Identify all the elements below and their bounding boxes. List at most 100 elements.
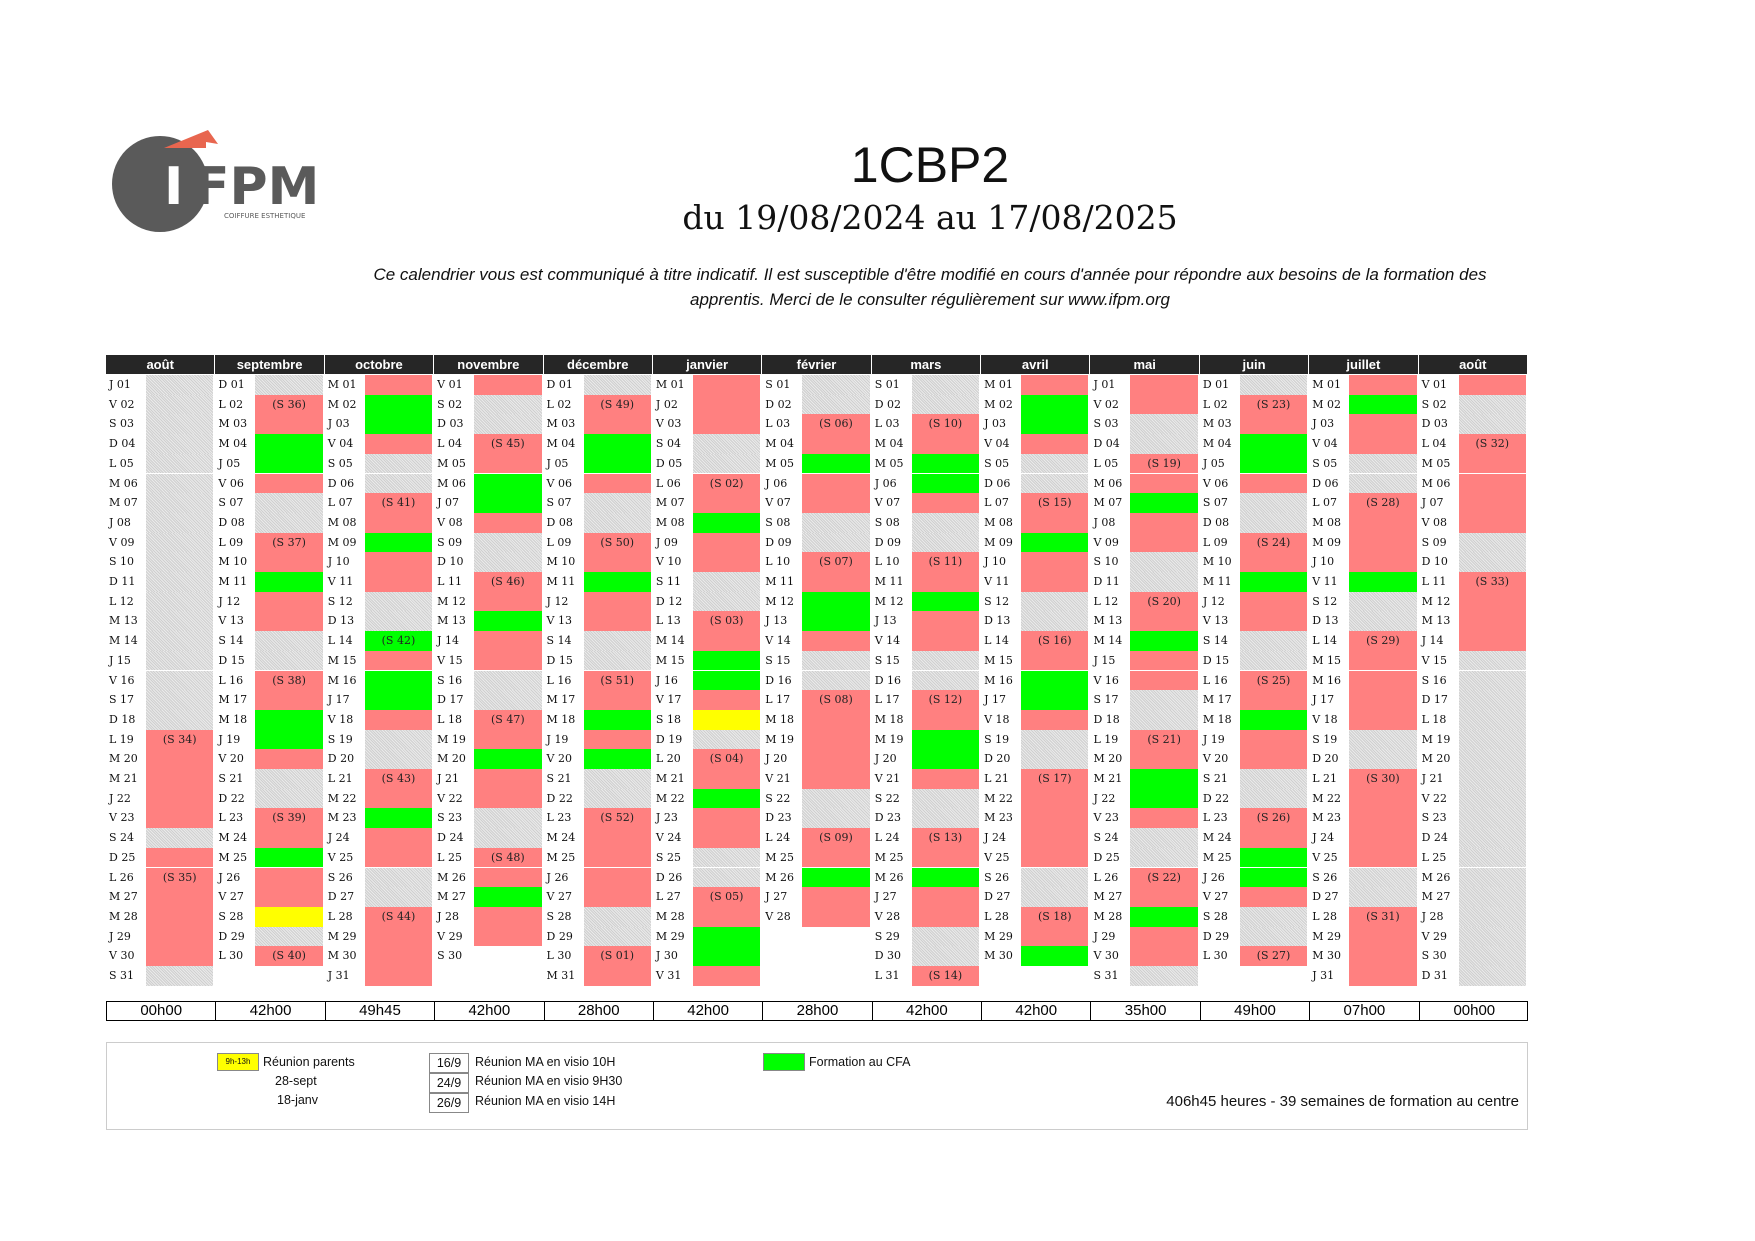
day-label: D 06 xyxy=(327,476,355,490)
day-cell xyxy=(692,650,761,671)
day-label: L 14 xyxy=(327,634,353,648)
day-cell xyxy=(255,887,323,907)
day-cell xyxy=(1021,670,1089,691)
day-cell xyxy=(364,453,433,474)
day-label: D 06 xyxy=(984,476,1011,490)
day-label: L 16 xyxy=(546,673,572,687)
day-label: S 05 xyxy=(327,456,353,470)
day-cell xyxy=(474,906,542,927)
day-label: J 19 xyxy=(218,732,241,746)
day-label: S 14 xyxy=(218,634,244,648)
day-cell xyxy=(255,611,323,632)
day-cell xyxy=(255,906,323,927)
day-cell xyxy=(474,828,542,848)
day-cell xyxy=(364,709,433,730)
day-label: D 03 xyxy=(1421,417,1448,431)
day-label: M 04 xyxy=(1202,437,1232,451)
day-label: J 24 xyxy=(984,831,1006,845)
day-label: J 06 xyxy=(874,476,897,490)
day-cell xyxy=(1239,769,1308,789)
day-cell xyxy=(146,690,214,710)
day-cell xyxy=(911,512,980,533)
day-cell xyxy=(474,788,542,809)
day-label: L 30 xyxy=(1202,949,1228,963)
day-cell xyxy=(364,572,433,592)
day-cell xyxy=(255,769,323,789)
day-label: D 31 xyxy=(1421,969,1448,982)
day-cell xyxy=(583,828,651,848)
day-label: M 02 xyxy=(327,397,357,411)
day-label: D 27 xyxy=(1312,890,1339,904)
day-label: M 19 xyxy=(874,732,904,746)
day-cell xyxy=(1130,926,1198,947)
day-cell xyxy=(1130,670,1198,691)
day-cell xyxy=(1239,926,1308,947)
day-label: S 22 xyxy=(765,791,791,805)
day-label: S 16 xyxy=(1421,673,1447,687)
day-cell xyxy=(1349,828,1417,848)
day-cell xyxy=(1458,375,1526,395)
day-cell xyxy=(1021,473,1089,494)
day-label: L 21 xyxy=(984,772,1009,785)
day-label: J 21 xyxy=(437,772,460,785)
day-label: L 07 xyxy=(327,496,353,510)
day-label: M 08 xyxy=(1312,515,1341,529)
day-label: S 03 xyxy=(1093,417,1119,431)
day-cell: (S 31) xyxy=(1349,906,1417,927)
day-cell xyxy=(146,670,214,691)
day-cell: (S 11) xyxy=(911,552,980,572)
day-cell xyxy=(1021,611,1089,632)
day-cell xyxy=(692,375,761,395)
day-cell: (S 49) xyxy=(583,394,651,415)
day-label: L 23 xyxy=(218,811,244,825)
day-label: V 08 xyxy=(437,515,463,529)
day-cell xyxy=(802,512,870,533)
day-cell xyxy=(802,493,870,513)
day-label: D 13 xyxy=(984,614,1011,628)
day-label: L 24 xyxy=(765,831,791,845)
day-label: M 11 xyxy=(218,575,248,588)
day-label: D 15 xyxy=(218,653,245,667)
day-label: D 16 xyxy=(765,673,792,687)
day-cell xyxy=(802,434,870,454)
day-cell xyxy=(255,867,323,888)
day-label: M 20 xyxy=(109,752,138,766)
day-label: S 10 xyxy=(1093,555,1119,569)
day-label: J 16 xyxy=(655,673,678,687)
day-label: V 29 xyxy=(1421,929,1448,943)
day-label: M 05 xyxy=(437,456,466,470)
day-label: V 23 xyxy=(109,811,135,825)
day-cell xyxy=(255,552,323,572)
day-label: V 04 xyxy=(984,437,1010,451)
day-cell xyxy=(1349,434,1417,454)
day-cell xyxy=(1349,414,1417,435)
day-label: M 25 xyxy=(874,850,904,864)
day-label: J 28 xyxy=(437,909,460,923)
day-cell xyxy=(1239,887,1308,907)
day-label: M 02 xyxy=(984,397,1013,411)
day-label: V 15 xyxy=(437,653,463,667)
day-cell: (S 33) xyxy=(1458,572,1526,592)
month-total: 49h00 xyxy=(1201,1002,1311,1020)
day-label: D 06 xyxy=(1312,476,1339,490)
day-cell xyxy=(255,788,323,809)
day-label: L 12 xyxy=(1093,594,1119,608)
day-label: V 25 xyxy=(327,850,354,864)
day-label: M 07 xyxy=(1093,496,1123,510)
day-cell: (S 45) xyxy=(474,434,542,454)
legend-parents-date-1: 28-sept xyxy=(275,1074,317,1088)
month-header: octobre xyxy=(324,355,435,374)
day-label: D 26 xyxy=(655,870,683,884)
day-cell xyxy=(1458,946,1526,966)
day-cell: (S 19) xyxy=(1130,453,1198,474)
day-cell xyxy=(911,788,980,809)
day-cell xyxy=(692,867,761,888)
day-cell: (S 42) xyxy=(364,631,433,651)
day-label: D 08 xyxy=(1202,515,1230,529)
day-cell xyxy=(255,473,323,494)
legend-ma2-date: 24/9 xyxy=(429,1073,469,1093)
day-cell xyxy=(474,887,542,907)
day-cell xyxy=(1458,591,1526,612)
day-cell xyxy=(255,375,323,395)
day-label: S 24 xyxy=(1093,831,1119,845)
